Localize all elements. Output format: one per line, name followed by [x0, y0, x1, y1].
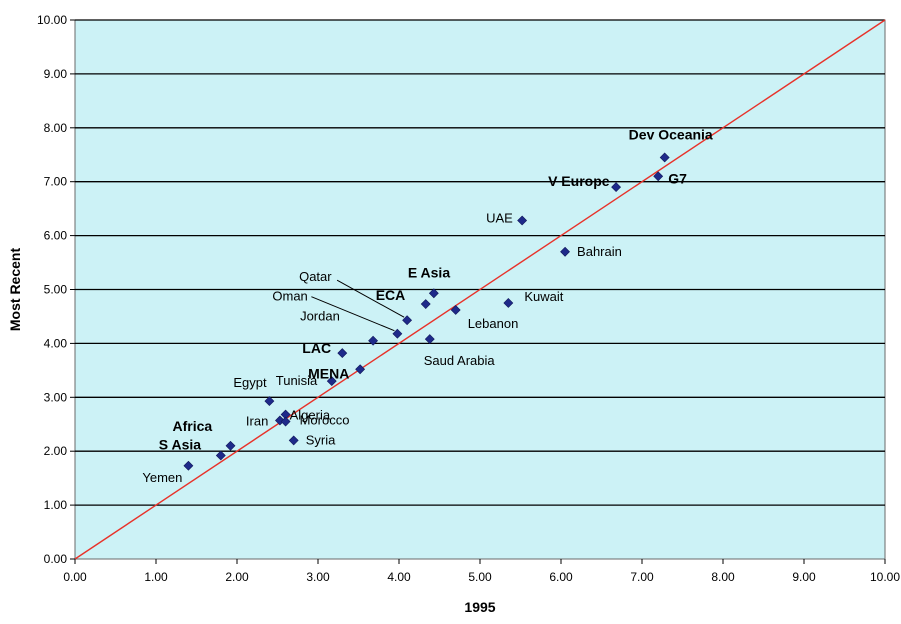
x-tick-label: 3.00: [306, 570, 330, 584]
label-yemen: Yemen: [142, 470, 182, 485]
point-syria: [288, 435, 299, 446]
label-bahrain: Bahrain: [577, 244, 622, 259]
point-e-asia: [428, 288, 439, 299]
label-kuwait: Kuwait: [524, 289, 563, 304]
point-morocco: [280, 416, 291, 427]
data-points: [183, 152, 670, 471]
y-tick-label: 5.00: [44, 283, 68, 297]
label-dev-oceania: Dev Oceania: [629, 126, 713, 142]
x-axis-ticks: 0.00 1.00 2.00 3.00 4.00 5.00 6.00 7.00 8.00 9.00…: [63, 559, 900, 584]
x-axis-title: 1995: [464, 599, 495, 615]
label-lebanon: Lebanon: [468, 316, 519, 331]
leader-line-oman: [311, 296, 395, 332]
label-lac: LAC: [302, 340, 331, 356]
point-lac: [337, 348, 348, 359]
point-dev-oceania: [659, 152, 670, 163]
label-tunisia: Tunisia: [276, 373, 318, 388]
point-jordan: [368, 335, 379, 346]
reference-line: [74, 19, 886, 560]
y-tick-label: 3.00: [44, 390, 68, 404]
y-axis-ticks: 0.00 1.00 2.00 3.00 4.00 5.00 6.00 7.00 8.00 9.00…: [37, 13, 75, 566]
label-oman: Oman: [272, 289, 307, 304]
leader-line-qatar: [336, 279, 405, 318]
y-tick-label: 2.00: [44, 444, 68, 458]
label-jordan: Jordan: [300, 309, 340, 324]
y-tick-label: 8.00: [44, 121, 68, 135]
label-eca: ECA: [376, 287, 406, 303]
label-qatar: Qatar: [299, 269, 332, 284]
label-v-europe: V Europe: [548, 173, 610, 189]
label-e-asia: E Asia: [408, 264, 450, 280]
y-tick-label: 0.00: [44, 552, 68, 566]
x-tick-label: 6.00: [549, 570, 573, 584]
x-tick-label: 2.00: [225, 570, 249, 584]
x-tick-label: 4.00: [387, 570, 411, 584]
x-tick-label: 5.00: [468, 570, 492, 584]
label-mena: MENA: [308, 365, 349, 381]
label-iran: Iran: [246, 413, 268, 428]
y-tick-label: 1.00: [44, 498, 68, 512]
y-tick-label: 10.00: [37, 13, 67, 27]
x-tick-label: 7.00: [630, 570, 654, 584]
x-tick-label: 8.00: [711, 570, 735, 584]
point-bahrain: [560, 246, 570, 257]
label-syria: Syria: [306, 432, 336, 447]
point-africa: [225, 440, 236, 451]
point-uae: [517, 215, 528, 226]
label-uae: UAE: [486, 211, 513, 226]
x-tick-label: 10.00: [870, 570, 900, 584]
label-s-asia: S Asia: [159, 437, 201, 453]
point-mena: [355, 364, 366, 375]
point-tunisia: [326, 376, 337, 387]
label-saud-arabia: Saud Arabia: [424, 353, 496, 368]
point-oman: [392, 328, 403, 339]
point-egypt: [264, 396, 275, 406]
point-qatar: [402, 315, 413, 326]
y-axis-title: Most Recent: [7, 248, 23, 332]
point-g7: [653, 171, 664, 182]
x-tick-label: 1.00: [144, 570, 168, 584]
point-labels: Dev Oceania G7 V Europe UAE Bahrain Kuwait E A…: [142, 126, 713, 484]
grid-lines: [75, 19, 885, 506]
label-algeria: Algeria: [290, 408, 331, 423]
y-tick-label: 4.00: [44, 336, 68, 350]
y-tick-label: 7.00: [44, 175, 68, 189]
label-egypt: Egypt: [233, 375, 267, 390]
x-tick-label: 9.00: [792, 570, 816, 584]
label-morocco: Morocco: [300, 413, 350, 428]
point-yemen: [183, 460, 194, 471]
point-lebanon: [450, 305, 461, 315]
point-eca: [420, 299, 431, 309]
label-africa: Africa: [173, 418, 213, 434]
point-s-asia: [215, 450, 226, 461]
label-g7: G7: [668, 170, 687, 186]
point-kuwait: [503, 298, 514, 308]
point-saud-arabia: [424, 334, 435, 345]
y-tick-label: 9.00: [44, 67, 68, 81]
point-v-europe: [611, 182, 622, 193]
x-tick-label: 0.00: [63, 570, 87, 584]
leader-lines: [311, 279, 405, 332]
y-tick-label: 6.00: [44, 229, 68, 243]
